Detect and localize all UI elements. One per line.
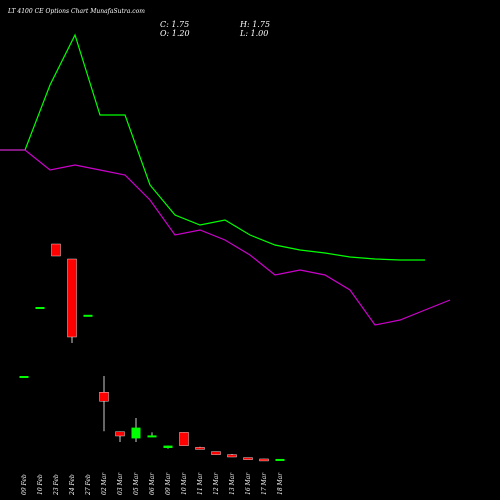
x-tick-label: 17 Mar — [261, 472, 268, 495]
candle-body — [163, 445, 173, 448]
candle-body — [147, 435, 157, 438]
x-tick-label: 27 Feb — [85, 474, 92, 496]
candle-body — [19, 376, 29, 378]
x-tick-label: 09 Mar — [165, 472, 172, 495]
candle-body — [83, 314, 93, 317]
candle-body — [275, 458, 285, 461]
x-tick-label: 12 Mar — [213, 472, 220, 495]
x-tick-label: 11 Mar — [197, 472, 204, 495]
low-value: L: 1.00 — [240, 29, 269, 38]
candle-body — [131, 427, 141, 439]
magenta-indicator-line — [0, 149, 451, 326]
candle-body — [99, 392, 109, 402]
candle-body — [243, 457, 253, 460]
x-tick-label: 05 Mar — [133, 472, 140, 495]
high-value: H: 1.75 — [240, 20, 271, 29]
x-tick-label: 06 Mar — [149, 472, 156, 495]
candle-body — [179, 432, 189, 446]
candle-body — [227, 454, 237, 458]
candle-body — [211, 451, 221, 455]
x-tick-label: 16 Mar — [245, 472, 252, 495]
x-tick-label: 09 Feb — [21, 474, 28, 495]
candle-body — [67, 258, 77, 338]
candle-body — [115, 431, 125, 437]
open-value: O: 1.20 — [160, 29, 190, 38]
x-tick-label: 03 Mar — [117, 472, 124, 495]
candle-body — [51, 243, 61, 257]
candle-body — [35, 307, 45, 309]
candle-body — [195, 447, 205, 450]
x-tick-label: 02 Mar — [101, 472, 108, 495]
x-tick-label: 18 Mar — [277, 472, 284, 495]
x-tick-label: 24 Feb — [69, 474, 76, 496]
candle-body — [259, 458, 269, 462]
chart-title: LT 4100 CE Options Chart MunafaSutra.com — [8, 8, 145, 15]
x-tick-label: 10 Mar — [181, 472, 188, 495]
close-value: C: 1.75 — [160, 20, 190, 29]
x-tick-label: 23 Feb — [53, 474, 60, 496]
x-tick-label: 13 Mar — [229, 472, 236, 495]
green-indicator-line — [0, 33, 425, 261]
x-tick-label: 10 Feb — [37, 474, 44, 495]
